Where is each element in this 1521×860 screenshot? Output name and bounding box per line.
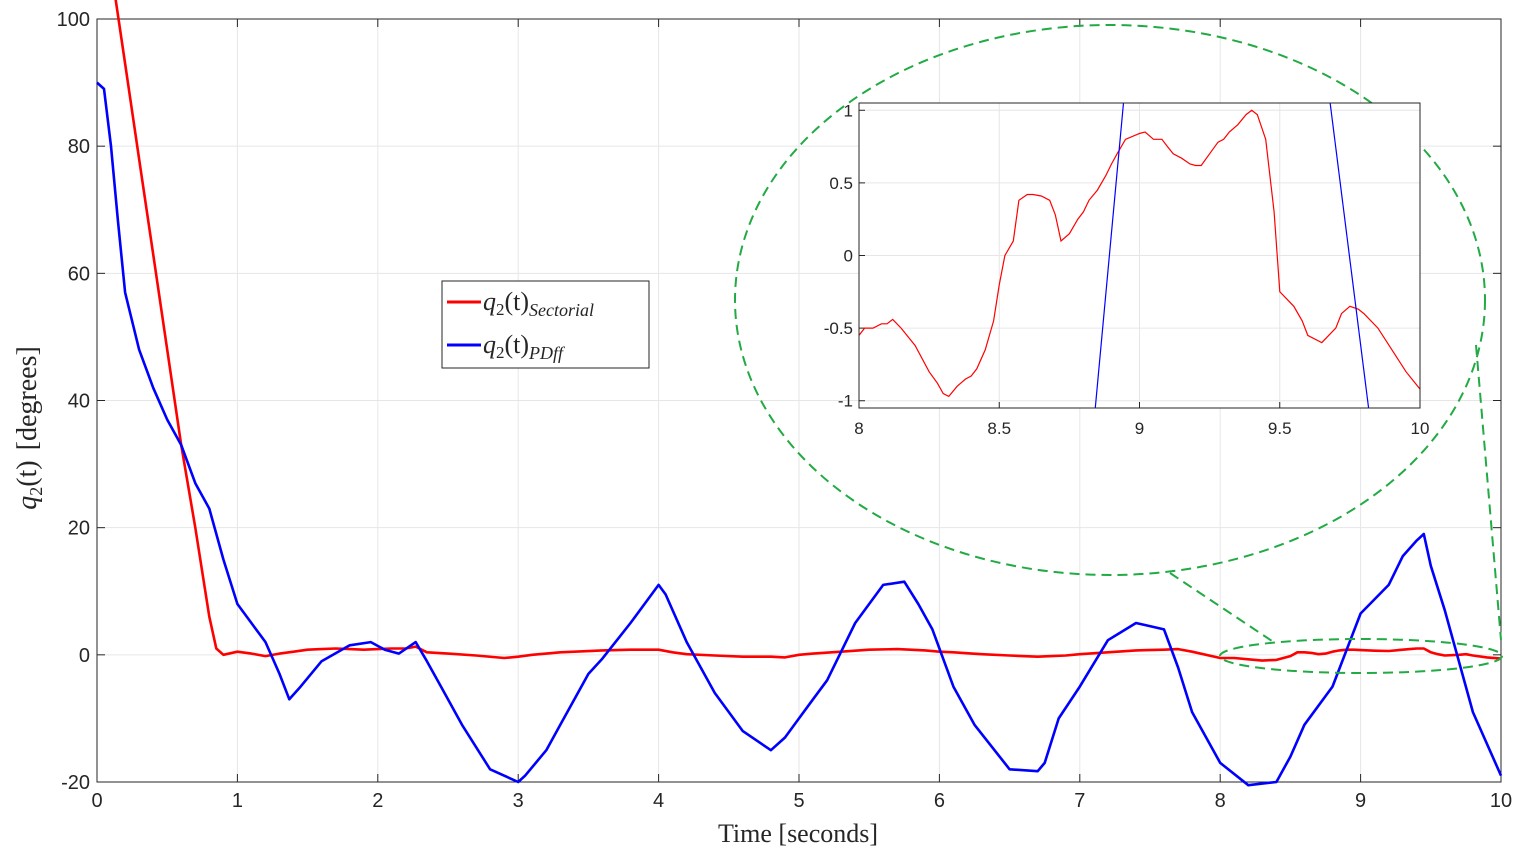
- x-tick-labels: 0 1 2 3 4 5 6 7 8 9 10: [91, 790, 1512, 812]
- inset-series-lines: [859, 103, 1420, 408]
- y-label-subscript: 2: [26, 487, 46, 496]
- y-tick-label: 0: [79, 645, 90, 667]
- plot-frame: [96, 18, 1502, 783]
- inset-y-tick-label: 0.5: [829, 174, 853, 193]
- x-tick-label: 4: [653, 790, 664, 812]
- inset-y-tick-label: -0.5: [824, 319, 853, 338]
- inset-line-pdff-2: [1329, 103, 1370, 408]
- series-line-pdff: [96, 81, 1503, 787]
- inset-x-tick-label: 10: [1411, 419, 1430, 438]
- x-tick-label: 6: [934, 790, 945, 812]
- y-tick-labels: -20 0 20 40 60 80 100: [57, 9, 90, 794]
- y-tick-label: -20: [61, 772, 90, 794]
- x-tick-label: 5: [793, 790, 804, 812]
- y-tick-label: 80: [68, 136, 90, 158]
- legend-entry-pdff: q2(t)PDff: [483, 330, 566, 363]
- zoom-connector-left: [1169, 572, 1273, 642]
- zoom-connector-right: [1475, 344, 1502, 641]
- x-tick-label: 3: [513, 790, 524, 812]
- axes-frame: [96, 18, 1502, 783]
- y-label-symbol: q: [12, 496, 43, 510]
- y-tick-label: 40: [68, 391, 90, 413]
- x-tick-label: 9: [1355, 790, 1366, 812]
- svg-text:q2(t)[degrees]: q2(t) [degrees]: [12, 346, 46, 510]
- inset-plot: 8 8.5 9 9.5 10 -1 -0.5 0 0.5 1: [824, 101, 1430, 438]
- inset-x-tick-labels: 8 8.5 9 9.5 10: [854, 419, 1429, 438]
- zoom-ellipse-large: [734, 24, 1486, 576]
- x-tick-label: 7: [1074, 790, 1085, 812]
- x-tick-label: 2: [372, 790, 383, 812]
- inset-x-tick-label: 8: [854, 419, 863, 438]
- zoom-annotation: [734, 24, 1503, 674]
- inset-frame: [858, 102, 1421, 409]
- x-tick-label: 8: [1215, 790, 1226, 812]
- inset-x-tick-label: 9.5: [1268, 419, 1292, 438]
- x-tick-label: 0: [91, 790, 102, 812]
- inset-y-tick-label: -1: [838, 392, 853, 411]
- zoom-ellipse-small: [1219, 638, 1503, 674]
- y-tick-label: 60: [68, 263, 90, 285]
- y-label-arg: (t): [12, 460, 43, 486]
- legend-entry-sectorial: q2(t)Sectorial: [483, 287, 594, 320]
- inset-y-tick-label: 1: [844, 101, 853, 120]
- inset-x-tick-label: 8.5: [987, 419, 1011, 438]
- inset-line-sectorial: [859, 109, 1420, 398]
- y-tick-label: 20: [68, 518, 90, 540]
- inset-grid: [858, 103, 1421, 408]
- x-tick-label: 10: [1490, 790, 1512, 812]
- x-tick-label: 1: [232, 790, 243, 812]
- x-axis-label: Time [seconds]: [718, 819, 878, 848]
- inset-y-tick-labels: -1 -0.5 0 0.5 1: [824, 101, 853, 410]
- y-label-unit: [degrees]: [12, 346, 43, 450]
- inset-x-tick-label: 9: [1135, 419, 1144, 438]
- series-lines: [96, 0, 1503, 787]
- inset-line-pdff: [1094, 103, 1125, 408]
- inset-y-tick-label: 0: [844, 247, 853, 266]
- y-axis-label: q2(t) [degrees]: [12, 346, 46, 510]
- legend: q2(t)Sectorial q2(t)PDff: [441, 280, 650, 369]
- y-tick-label: 100: [57, 9, 90, 31]
- series-line-sectorial: [114, 0, 1502, 662]
